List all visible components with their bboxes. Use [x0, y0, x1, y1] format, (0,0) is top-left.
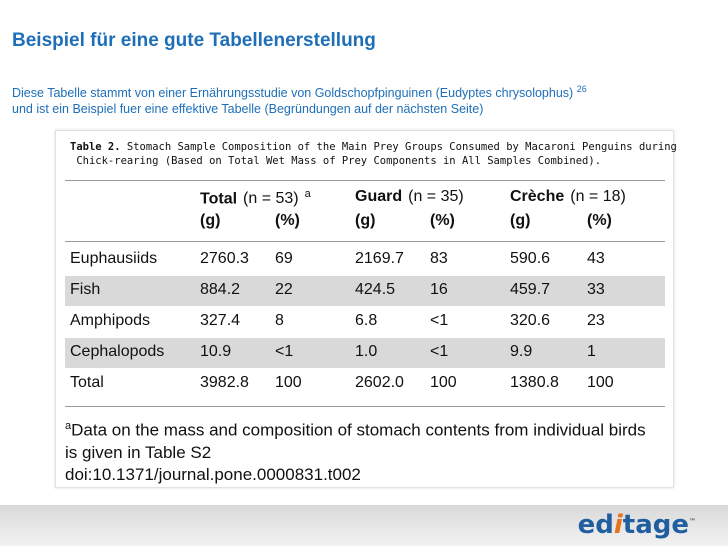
- footnote-line: is given in Table S2: [65, 443, 212, 462]
- logo-part: i: [613, 510, 623, 540]
- cell: 884.2: [200, 281, 241, 298]
- cell: <1: [430, 312, 449, 329]
- table-row: Total 3982.8 100 2602.0 100 1380.8 100: [65, 369, 665, 399]
- row-label: Total: [70, 374, 104, 391]
- trademark: ™: [689, 517, 696, 526]
- row-label: Amphipods: [70, 312, 151, 329]
- group-header: Crèche (n = 18): [510, 188, 626, 206]
- cell: 327.4: [200, 312, 241, 329]
- group-name: Guard: [355, 188, 403, 205]
- cell: 23: [587, 312, 605, 329]
- group-name: Total: [200, 190, 238, 208]
- footnote: aData on the mass and composition of sto…: [65, 420, 646, 441]
- group-note: a: [304, 188, 311, 200]
- header-row: Total (n = 53) a Guard (n = 35) Crèche (n = 18…: [65, 185, 665, 241]
- cell: 1.0: [355, 343, 378, 360]
- table-row: Cephalopods 10.9 <1 1.0 <1 9.9 1: [65, 338, 665, 368]
- cell: 9.9: [510, 343, 533, 360]
- cell: 69: [275, 250, 293, 267]
- row-label: Cephalopods: [70, 343, 165, 360]
- unit-header: (%): [275, 212, 300, 229]
- caption-line: Stomach Sample Composition of the Main P…: [126, 141, 677, 153]
- logo-part: ed: [577, 510, 614, 540]
- cell: 100: [430, 374, 457, 391]
- cell: 1: [587, 343, 596, 360]
- cell: 590.6: [510, 250, 551, 267]
- cell: 16: [430, 281, 448, 298]
- cell: <1: [275, 343, 294, 360]
- rule: [65, 180, 665, 181]
- cell: 33: [587, 281, 605, 298]
- cell: 2760.3: [200, 250, 249, 267]
- cell: 320.6: [510, 312, 551, 329]
- logo-part: tage: [622, 510, 689, 540]
- cell: 6.8: [355, 312, 378, 329]
- slide-title: Beispiel für eine gute Tabellenerstellun…: [12, 30, 376, 51]
- unit-header: (g): [200, 212, 221, 229]
- unit-header: (%): [587, 212, 612, 229]
- description-line: und ist ein Beispiel fuer eine effektive…: [12, 102, 484, 116]
- reference: 26: [576, 84, 587, 94]
- description: Diese Tabelle stammt von einer Ernährung…: [12, 84, 587, 100]
- unit-header: (g): [355, 212, 376, 229]
- cell: 3982.8: [200, 374, 249, 391]
- caption-line: Chick-rearing (Based on Total Wet Mass o…: [76, 155, 602, 167]
- footer-band: [0, 505, 728, 546]
- group-n: (n = 35): [408, 188, 464, 205]
- doi: doi:10.1371/journal.pone.0000831.t002: [65, 465, 361, 484]
- unit-header: (%): [430, 212, 455, 229]
- group-n: (n = 53): [243, 190, 299, 208]
- cell: 2602.0: [355, 374, 404, 391]
- cell: 8: [275, 312, 284, 329]
- footnote-line: Data on the mass and composition of stom…: [71, 420, 646, 440]
- cell: 1380.8: [510, 374, 559, 391]
- group-header: Guard (n = 35): [355, 188, 464, 206]
- cell: 2169.7: [355, 250, 404, 267]
- cell: 100: [587, 374, 614, 391]
- table-caption: Table 2. Stomach Sample Composition of t…: [70, 140, 677, 168]
- row-label: Euphausiids: [70, 250, 158, 267]
- row-label: Fish: [70, 281, 101, 298]
- rule: [65, 241, 665, 242]
- logo: editage™: [578, 510, 696, 540]
- unit-header: (g): [510, 212, 531, 229]
- cell: 22: [275, 281, 293, 298]
- group-header: Total (n = 53) a: [200, 188, 311, 208]
- cell: 10.9: [200, 343, 232, 360]
- cell: 459.7: [510, 281, 551, 298]
- cell: 100: [275, 374, 302, 391]
- table-row: Amphipods 327.4 8 6.8 <1 320.6 23: [65, 307, 665, 337]
- table-row: Euphausiids 2760.3 69 2169.7 83 590.6 43: [65, 245, 665, 275]
- caption-label: Table 2.: [70, 141, 121, 153]
- group-name: Crèche: [510, 188, 565, 205]
- cell: 83: [430, 250, 448, 267]
- cell: <1: [430, 343, 449, 360]
- rule: [65, 406, 665, 407]
- cell: 43: [587, 250, 605, 267]
- footnote-marker: a: [65, 420, 72, 432]
- table-row: Fish 884.2 22 424.5 16 459.7 33: [65, 276, 665, 306]
- cell: 424.5: [355, 281, 396, 298]
- description-line: Diese Tabelle stammt von einer Ernährung…: [12, 86, 574, 101]
- group-n: (n = 18): [570, 188, 626, 205]
